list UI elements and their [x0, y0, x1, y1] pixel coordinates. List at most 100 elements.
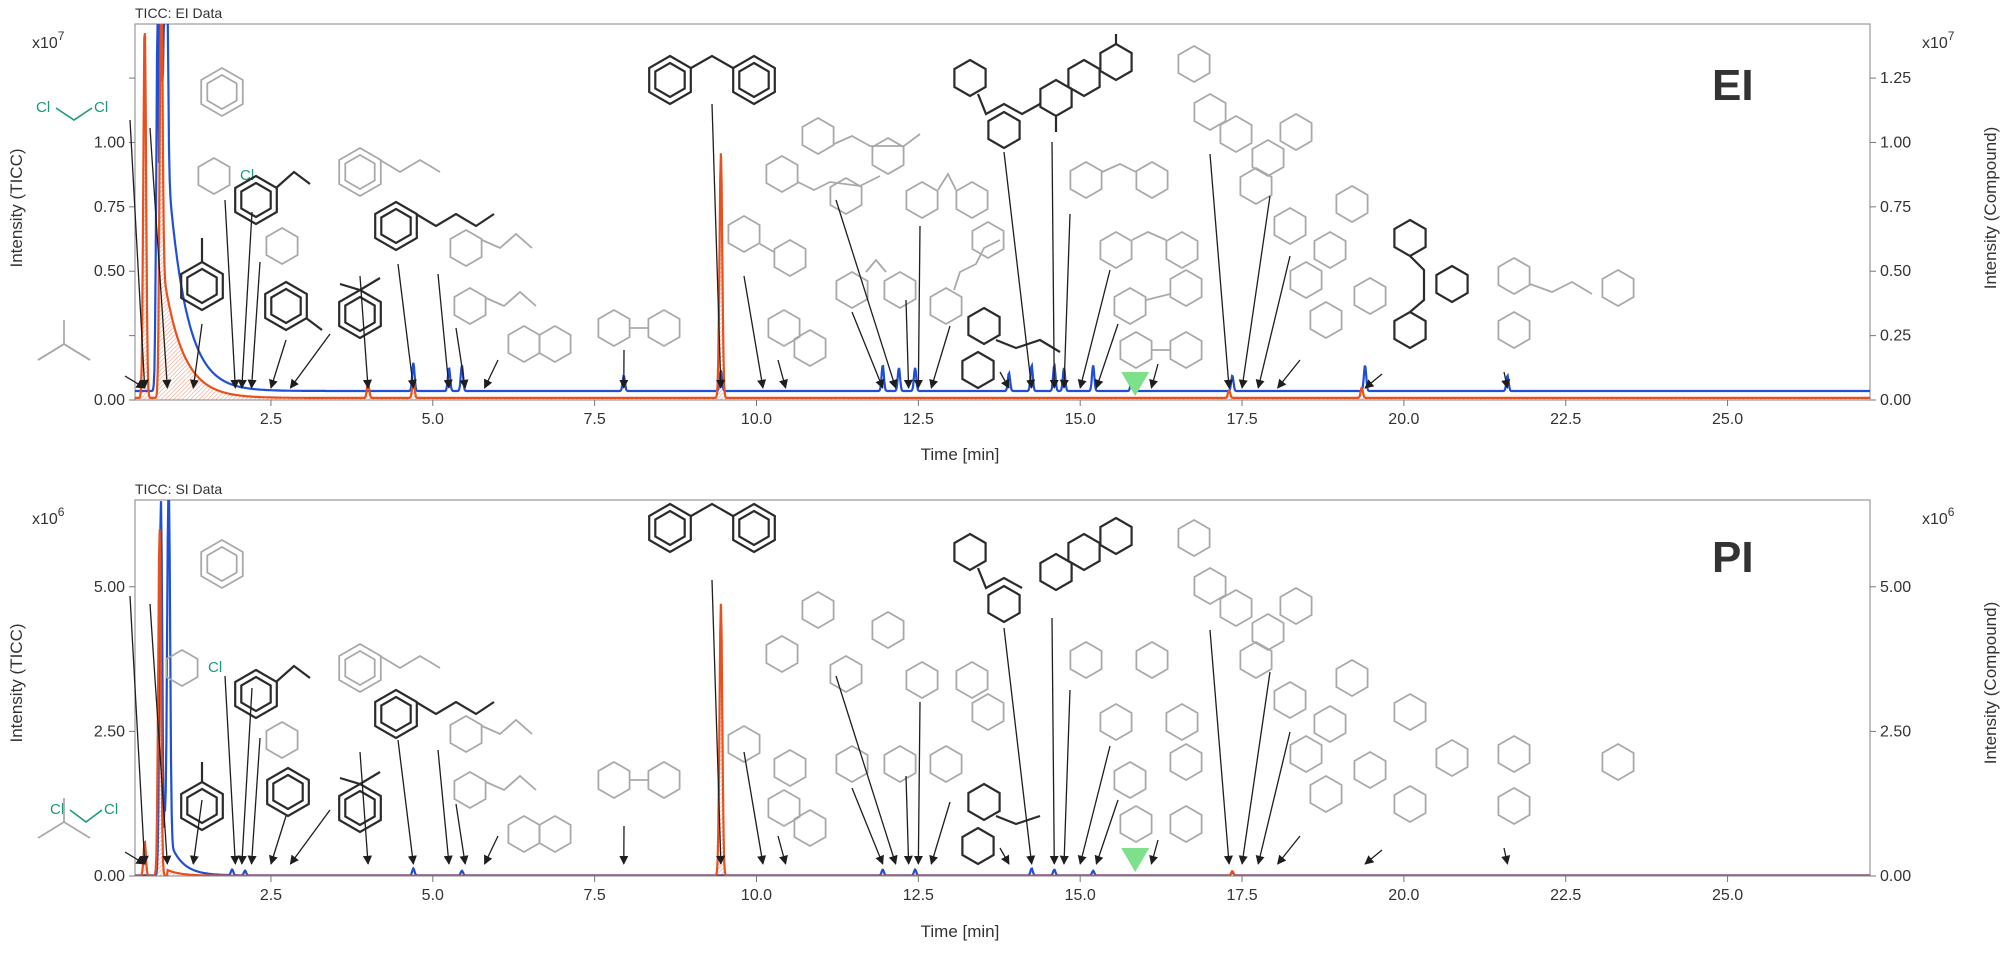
y-tick-label-left: 0.00 — [94, 868, 125, 885]
series-line-blue — [135, 24, 1870, 393]
annotation-arrow — [903, 299, 913, 389]
y-tick-label-right: 1.25 — [1880, 70, 1911, 87]
annotation-arrow — [455, 803, 469, 865]
m-xylene-structure — [264, 280, 323, 332]
ei-label: EI — [1712, 61, 1754, 110]
annotation-arrow — [289, 333, 331, 389]
annotation-arrow — [124, 851, 146, 865]
x-tick-label: 25.0 — [1712, 411, 1743, 428]
annotation-arrow — [1255, 731, 1291, 865]
annotation-arrow — [913, 225, 923, 389]
annotation-arrow — [224, 199, 240, 389]
isobutane-skeleton — [37, 320, 91, 361]
annotation-arrow — [1149, 839, 1159, 865]
annotation-arrow — [1049, 617, 1059, 865]
x-tick-label: 10.0 — [741, 411, 772, 428]
x-tick-label: 15.0 — [1065, 887, 1096, 904]
xylene-structure — [265, 227, 299, 265]
x-tick-label: 17.5 — [1226, 411, 1257, 428]
annotation-arrow — [129, 595, 149, 865]
toluene-structure — [180, 238, 224, 312]
annotation-arrow — [835, 675, 898, 865]
annotation-arrow — [1238, 671, 1271, 865]
chlorobenzene-structure — [197, 157, 231, 195]
annotation-arrow — [237, 687, 253, 865]
ei-multiplier-right: x107 — [1922, 29, 1955, 52]
diphenylhexene-structure — [1497, 257, 1635, 349]
annotation-arrow — [913, 701, 923, 865]
x-tick-label: 17.5 — [1226, 887, 1257, 904]
methylphenanthrene-structure — [1039, 34, 1133, 132]
x-tick-label: 7.5 — [584, 887, 606, 904]
annotation-arrow — [929, 325, 951, 389]
naphthalene-structure — [507, 325, 572, 363]
diphenylbutene-structure — [1069, 161, 1169, 199]
annotation-arrow — [269, 815, 287, 865]
annotation-arrow — [1059, 213, 1071, 389]
triphenylpropene-structure — [1393, 218, 1469, 350]
methyl-diphenyl-structure — [1113, 269, 1203, 325]
diphenylmethane-structure — [648, 54, 776, 106]
annotation-arrow — [455, 327, 469, 389]
x-tick-label: 7.5 — [584, 411, 606, 428]
diphenylpropene-structure — [905, 172, 989, 219]
ei-panel: 2.5 5.0 7.5 10.0 12.5 15.0 17.5 20.0 22.5 25.0 0.0… — [94, 23, 1911, 428]
dibenzosuberane-structure — [835, 258, 917, 309]
benzene-structure — [200, 67, 244, 117]
pi-panel-title: TICC: SI Data — [135, 481, 222, 497]
y-tick-label-right: 1.00 — [1880, 134, 1911, 151]
phenyl-benzocycloheptene-structure — [1273, 185, 1369, 269]
svg-text:Cl: Cl — [104, 801, 118, 818]
ei-y-axis-label-left: Intensity (TICC) — [7, 148, 26, 267]
annotation-arrow — [149, 603, 172, 865]
svg-text:Cl: Cl — [208, 659, 222, 676]
cumene-structure — [338, 277, 382, 340]
series-line-orange — [135, 529, 1870, 876]
y-tick-label-left: 1.00 — [94, 134, 125, 151]
ethylbenzene-structure — [234, 170, 311, 226]
annotation-arrow — [224, 675, 240, 865]
annotation-arrow — [1094, 799, 1119, 865]
annotation-arrow — [269, 339, 287, 389]
annotation-arrow — [1209, 629, 1233, 865]
annotation-arrow — [189, 799, 203, 865]
pi-y-axis-label-right: Intensity (Compound) — [1981, 602, 2000, 765]
annotation-arrow — [189, 323, 203, 389]
annotation-arrow — [1209, 153, 1233, 389]
terphenyl-structure — [1177, 45, 1253, 153]
annotation-arrow — [999, 371, 1010, 389]
annotation-arrow — [903, 775, 913, 865]
annotation-arrows — [124, 103, 1511, 865]
annotation-arrow — [1003, 627, 1036, 865]
pi-multiplier-left: x106 — [32, 505, 65, 528]
y-tick-label-left: 0.00 — [94, 392, 125, 409]
y-tick-label-right: 5.00 — [1880, 579, 1911, 596]
annotation-arrow — [247, 261, 261, 389]
y-tick-label-right: 0.00 — [1880, 868, 1911, 885]
y-tick-label-right: 0.00 — [1880, 392, 1911, 409]
y-tick-label-right: 0.50 — [1880, 263, 1911, 280]
annotation-arrow — [1077, 269, 1111, 389]
annotation-arrow — [743, 275, 767, 389]
annotation-arrow — [1277, 835, 1301, 865]
annotation-arrow — [484, 359, 499, 389]
phenyl-hexadiene-structure — [929, 221, 1005, 325]
x-tick-label: 15.0 — [1065, 411, 1096, 428]
pi-x-axis-label: Time [min] — [921, 922, 1000, 941]
x-tick-label: 25.0 — [1712, 887, 1743, 904]
annotation-arrow — [124, 375, 146, 389]
annotation-arrow — [437, 273, 453, 389]
pi-label: PI — [1712, 533, 1754, 582]
x-tick-label: 22.5 — [1550, 887, 1581, 904]
annotation-arrow — [1003, 151, 1036, 389]
x-tick-label: 22.5 — [1550, 411, 1581, 428]
diphenylpentene-structure — [1099, 231, 1199, 269]
alkylbenzene2-structure — [453, 287, 537, 325]
annotation-arrow — [711, 579, 726, 865]
annotation-arrow — [289, 809, 331, 865]
annotation-arrow — [711, 103, 726, 389]
ei-panel-title: TICC: EI Data — [135, 5, 222, 21]
annotation-arrow — [777, 835, 788, 865]
x-tick-label: 2.5 — [260, 411, 282, 428]
